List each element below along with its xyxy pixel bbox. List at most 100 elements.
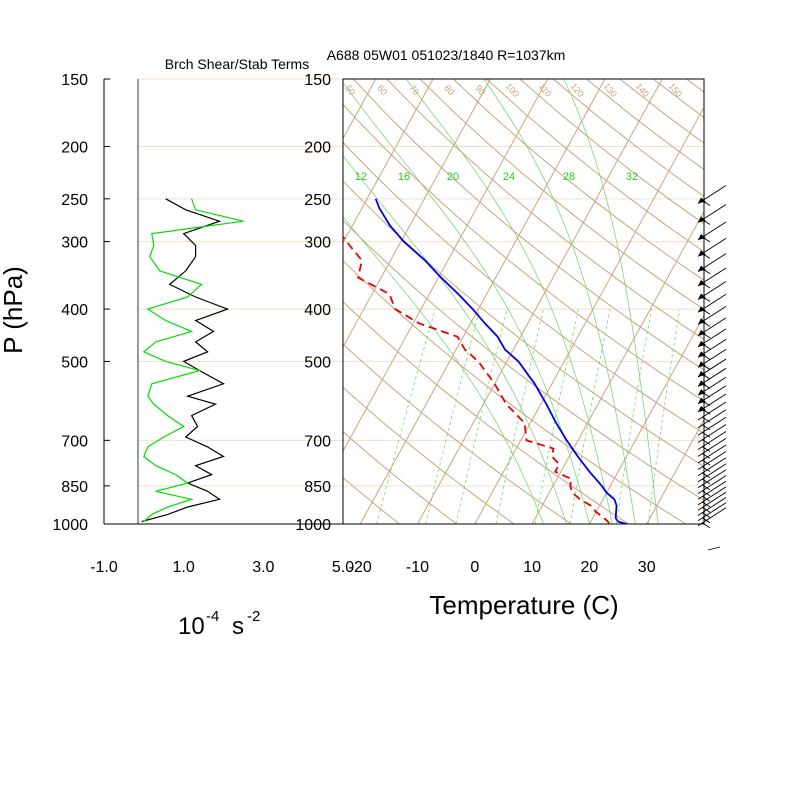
dry-adiabat-label-130: 130	[602, 81, 619, 99]
left-pressure-label-700: 700	[61, 433, 88, 450]
skewt-pressure-label-400: 400	[304, 302, 331, 319]
left-pressure-label-1000: 1000	[52, 517, 88, 534]
dry-adiabat-490	[786, 79, 800, 524]
skewt-pressure-label-150: 150	[304, 72, 331, 89]
moist-adiabat-label-28: 28	[563, 171, 575, 183]
wind-barb-tick	[701, 484, 711, 491]
skewt-pressure-label-850: 850	[304, 479, 331, 496]
dry-adiabat-430	[586, 79, 704, 171]
skewt-pressure-label-300: 300	[304, 235, 331, 252]
mixing-ratio-28	[647, 309, 681, 524]
isotherm--70	[74, 79, 319, 524]
dry-adiabat-lines	[343, 79, 800, 524]
mixing-ratio-label-8: 8	[532, 524, 537, 534]
dry-adiabat-label-140: 140	[634, 81, 651, 99]
mixing-ratio-5	[495, 309, 544, 524]
shear-units-exponent: -4	[206, 608, 219, 625]
mixing-ratio-20	[616, 309, 652, 524]
dry-adiabat-320	[343, 219, 704, 501]
shear-x-tick-1.0: 1.0	[173, 559, 195, 576]
left-pressure-label-250: 250	[61, 192, 88, 209]
isotherm--40	[343, 79, 491, 348]
skewt-pressure-label-500: 500	[304, 354, 331, 371]
dry-adiabat-label-80: 80	[442, 83, 456, 97]
dry-adiabat-410	[519, 79, 704, 225]
shear-units-unit: s	[232, 613, 244, 640]
stability-term-line	[142, 198, 244, 523]
dry-adiabat-480	[753, 79, 800, 524]
mixing-ratio-label-1: 1	[379, 524, 384, 534]
shear-stability-profiles	[141, 198, 244, 523]
wind-barb-tick	[701, 332, 711, 339]
wind-barb-tick	[701, 472, 711, 479]
temperature-x-tick--20: -20	[349, 559, 372, 576]
wind-barb-tick	[701, 501, 711, 508]
skewt-pressure-label-250: 250	[304, 192, 331, 209]
moist-adiabat-label-20: 20	[447, 171, 459, 183]
left-pressure-label-500: 500	[61, 354, 88, 371]
wind-barb-tick	[701, 439, 711, 445]
wind-barb-tick	[701, 490, 711, 496]
wind-barb-tick	[701, 296, 711, 302]
wind-barb-tick	[701, 452, 711, 459]
dry-adiabat-260	[343, 476, 400, 524]
shear-x-tick-3.0: 3.0	[252, 559, 274, 576]
mixing-ratio-3	[455, 309, 508, 524]
isotherm-10	[531, 210, 704, 524]
mixing-ratio-label-2: 2	[427, 524, 432, 534]
wind-barb-tick	[701, 431, 711, 438]
wind-barb-tick	[701, 354, 711, 360]
left-pressure-label-400: 400	[61, 302, 88, 319]
moist-adiabat-label-24: 24	[503, 171, 515, 183]
wind-barb-tick	[701, 382, 711, 389]
shear-x-tick--1.0: -1.0	[90, 559, 118, 576]
dry-adiabat-450	[652, 79, 704, 119]
wind-barb-staff	[707, 546, 721, 551]
temperature-dewpoint-profiles	[343, 198, 627, 524]
mixing-ratio-label-3: 3	[457, 524, 462, 534]
wind-barb-tick	[701, 446, 711, 452]
skewt-pressure-label-1000: 1000	[295, 517, 331, 534]
wind-barb-tick	[701, 364, 711, 370]
dry-adiabat-390	[452, 79, 704, 281]
wind-barb-tick	[701, 236, 711, 243]
skewt-title: A688 05W01 051023/1840 R=1037km	[327, 47, 566, 63]
dry-adiabat-360	[353, 79, 704, 371]
left-pressure-label-850: 850	[61, 479, 88, 496]
mixing-ratio-8	[534, 309, 579, 524]
wind-barb-tick	[701, 308, 711, 315]
mixing-ratio-12	[569, 309, 611, 524]
shear-term-line	[141, 198, 230, 523]
wind-barb-tick	[701, 424, 711, 431]
wind-barb-tick	[701, 252, 711, 259]
dry-adiabat-label-90: 90	[473, 83, 487, 97]
wind-barb-tick	[701, 459, 711, 466]
temperature-axis-title: Temperature (C)	[429, 590, 618, 620]
mixing-ratio-label-5: 5	[494, 524, 499, 534]
temperature-x-tick-labels: -20 -10 0 10 20 30	[349, 559, 656, 576]
wind-barb-tick	[701, 282, 711, 289]
left-pressure-label-200: 200	[61, 139, 88, 156]
dry-adiabat-350	[343, 103, 704, 402]
isotherm-30	[646, 418, 704, 524]
moist-adiabat-24	[405, 79, 613, 524]
left-pressure-label-300: 300	[61, 235, 88, 252]
dry-adiabat-380	[419, 79, 704, 311]
mixing-ratio-1	[376, 308, 436, 524]
skewt-pressure-label-200: 200	[304, 139, 331, 156]
temperature-x-tick-30: 30	[638, 559, 656, 576]
left-pressure-label-150: 150	[61, 72, 88, 89]
dry-adiabat-label-70: 70	[407, 83, 421, 97]
isotherm-0	[474, 106, 704, 524]
dry-adiabat-label-150: 150	[667, 81, 684, 99]
wind-barb-tick	[701, 343, 711, 350]
temperature-x-tick--10: -10	[406, 559, 429, 576]
wind-barb-tick	[701, 495, 711, 502]
wind-barb-tick	[701, 321, 711, 327]
temperature-x-tick-10: 10	[523, 559, 541, 576]
mixing-ratio-lines	[376, 308, 681, 524]
mixing-ratio-label-12: 12	[566, 524, 576, 534]
isotherm-20	[588, 314, 704, 524]
